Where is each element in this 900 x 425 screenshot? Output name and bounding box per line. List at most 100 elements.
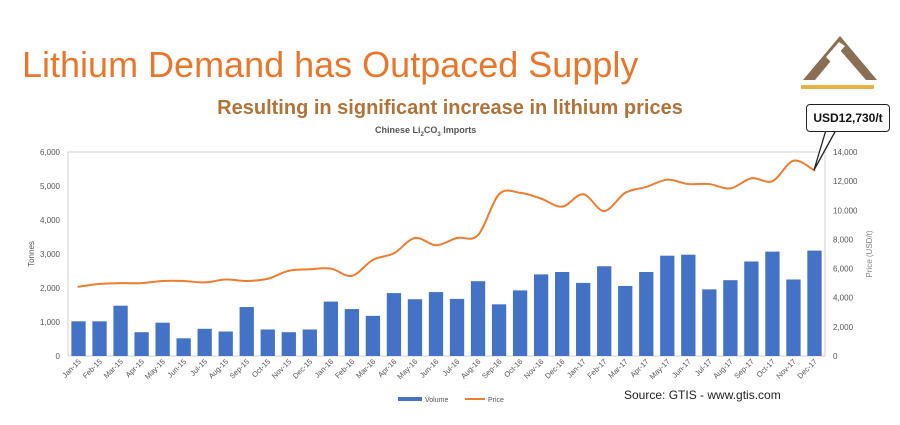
y2-axis-label: Price (USD/t) [865, 230, 874, 277]
volume-bar [744, 261, 759, 356]
plot-area [67, 151, 826, 357]
volume-bar [555, 272, 570, 356]
x-tick-label: Dec-17 [795, 357, 818, 380]
x-tick-label: Aug-15 [207, 357, 230, 380]
volume-bar [470, 281, 486, 356]
volume-bar [618, 285, 633, 356]
legend-volume-swatch [398, 397, 422, 401]
volume-bar [197, 328, 212, 356]
volume-bar [344, 309, 360, 356]
price-point [350, 274, 353, 277]
x-tick-label: Aug-17 [711, 357, 734, 380]
price-point [540, 197, 543, 200]
price-line [78, 159, 815, 288]
x-tick-label: May-17 [648, 357, 672, 381]
price-point [392, 252, 395, 255]
x-tick-label: Dec-16 [543, 357, 566, 380]
chart-title-part: CO [423, 125, 438, 135]
x-tick-label: Feb-15 [81, 357, 104, 380]
price-point [624, 191, 627, 194]
volume-bar [176, 338, 191, 356]
volume-bar [786, 279, 801, 356]
y-tick-label: 5,000 [40, 182, 61, 191]
y-tick-label: 1,000 [40, 318, 61, 327]
chart-title-part: Imports [440, 125, 477, 135]
chart-title-sub: 2 [420, 131, 424, 138]
price-point [119, 282, 122, 285]
y-tick-label: 0 [56, 352, 61, 361]
x-tick-label: Oct-17 [755, 357, 777, 379]
callout-pointer [813, 129, 837, 171]
price-point [245, 279, 248, 282]
y-tick-label: 3,000 [40, 250, 61, 259]
y-axis-label: Tonnes [27, 241, 36, 267]
source-note: Source: GTIS - www.gtis.com [624, 388, 781, 402]
volume-bar [576, 282, 591, 356]
volume-bar [512, 290, 528, 356]
price-point [434, 244, 437, 247]
price-point [287, 269, 290, 272]
volume-bar [113, 305, 128, 356]
x-tick-label: Nov-16 [522, 357, 545, 380]
x-tick-label: Oct-16 [502, 357, 524, 379]
price-point [708, 183, 711, 186]
volume-bar [386, 293, 402, 356]
volume-bar [807, 250, 822, 356]
x-tick-label: Apr-16 [376, 357, 398, 379]
price-point [519, 191, 522, 194]
y-tick-label: 4,000 [40, 216, 61, 225]
x-tick-label: Jun-15 [165, 357, 188, 380]
price-point [582, 193, 585, 196]
slide-title: Lithium Demand has Outpaced Supply [22, 44, 639, 85]
volume-bar [71, 321, 86, 356]
price-point [413, 236, 416, 239]
volume-bar [491, 304, 507, 356]
price-point [266, 277, 269, 280]
x-tick-label: Sep-15 [228, 357, 251, 380]
volume-bar [407, 299, 423, 356]
price-point [98, 282, 101, 285]
volume-bar [723, 280, 738, 356]
chart-title: Chinese Li2CO3 Imports [375, 125, 476, 138]
volume-bar [449, 298, 465, 356]
price-point [603, 210, 606, 213]
x-tick-label: Nov-17 [774, 357, 797, 380]
y2-tick-label: 6,000 [833, 265, 854, 274]
legend-price-label: Price [488, 397, 504, 404]
volume-bar [218, 331, 233, 356]
y-tick-label: 2,000 [40, 284, 61, 293]
x-tick-label: Jun-17 [670, 357, 693, 380]
price-point [203, 281, 206, 284]
x-tick-label: Mar-15 [102, 357, 125, 380]
price-callout: USD12,730/t [806, 104, 890, 132]
x-tick-label: Mar-17 [606, 357, 629, 380]
volume-bar [765, 251, 780, 356]
x-tick-label: Jan-17 [565, 357, 588, 380]
price-point [140, 282, 143, 285]
price-point [771, 180, 774, 183]
chart-title-sub: 3 [437, 131, 441, 138]
slide-subtitle: Resulting in significant increase in lit… [0, 97, 900, 120]
y2-tick-label: 4,000 [833, 294, 854, 303]
price-point [182, 279, 185, 282]
price-point [456, 236, 459, 239]
price-point [477, 234, 480, 237]
x-tick-label: Feb-16 [333, 357, 356, 380]
x-tick-label: Sep-17 [732, 357, 755, 380]
subtitle-text: Resulting in significant increase in lit… [217, 97, 683, 119]
volume-bar [323, 301, 338, 356]
y2-tick-label: 12,000 [833, 177, 858, 186]
y2-tick-label: 0 [833, 352, 838, 361]
x-tick-label: Feb-17 [585, 357, 608, 380]
price-point [329, 267, 332, 270]
x-tick-label: Apr-15 [124, 357, 146, 379]
price-point [645, 185, 648, 188]
chart-title-part: Chinese Li [375, 125, 421, 135]
price-point [792, 159, 795, 162]
volume-bar [660, 255, 675, 356]
x-tick-label: Jan-15 [60, 357, 83, 380]
volume-bar [639, 272, 654, 356]
x-tick-label: May-16 [395, 357, 419, 381]
x-tick-label: May-15 [143, 357, 167, 381]
